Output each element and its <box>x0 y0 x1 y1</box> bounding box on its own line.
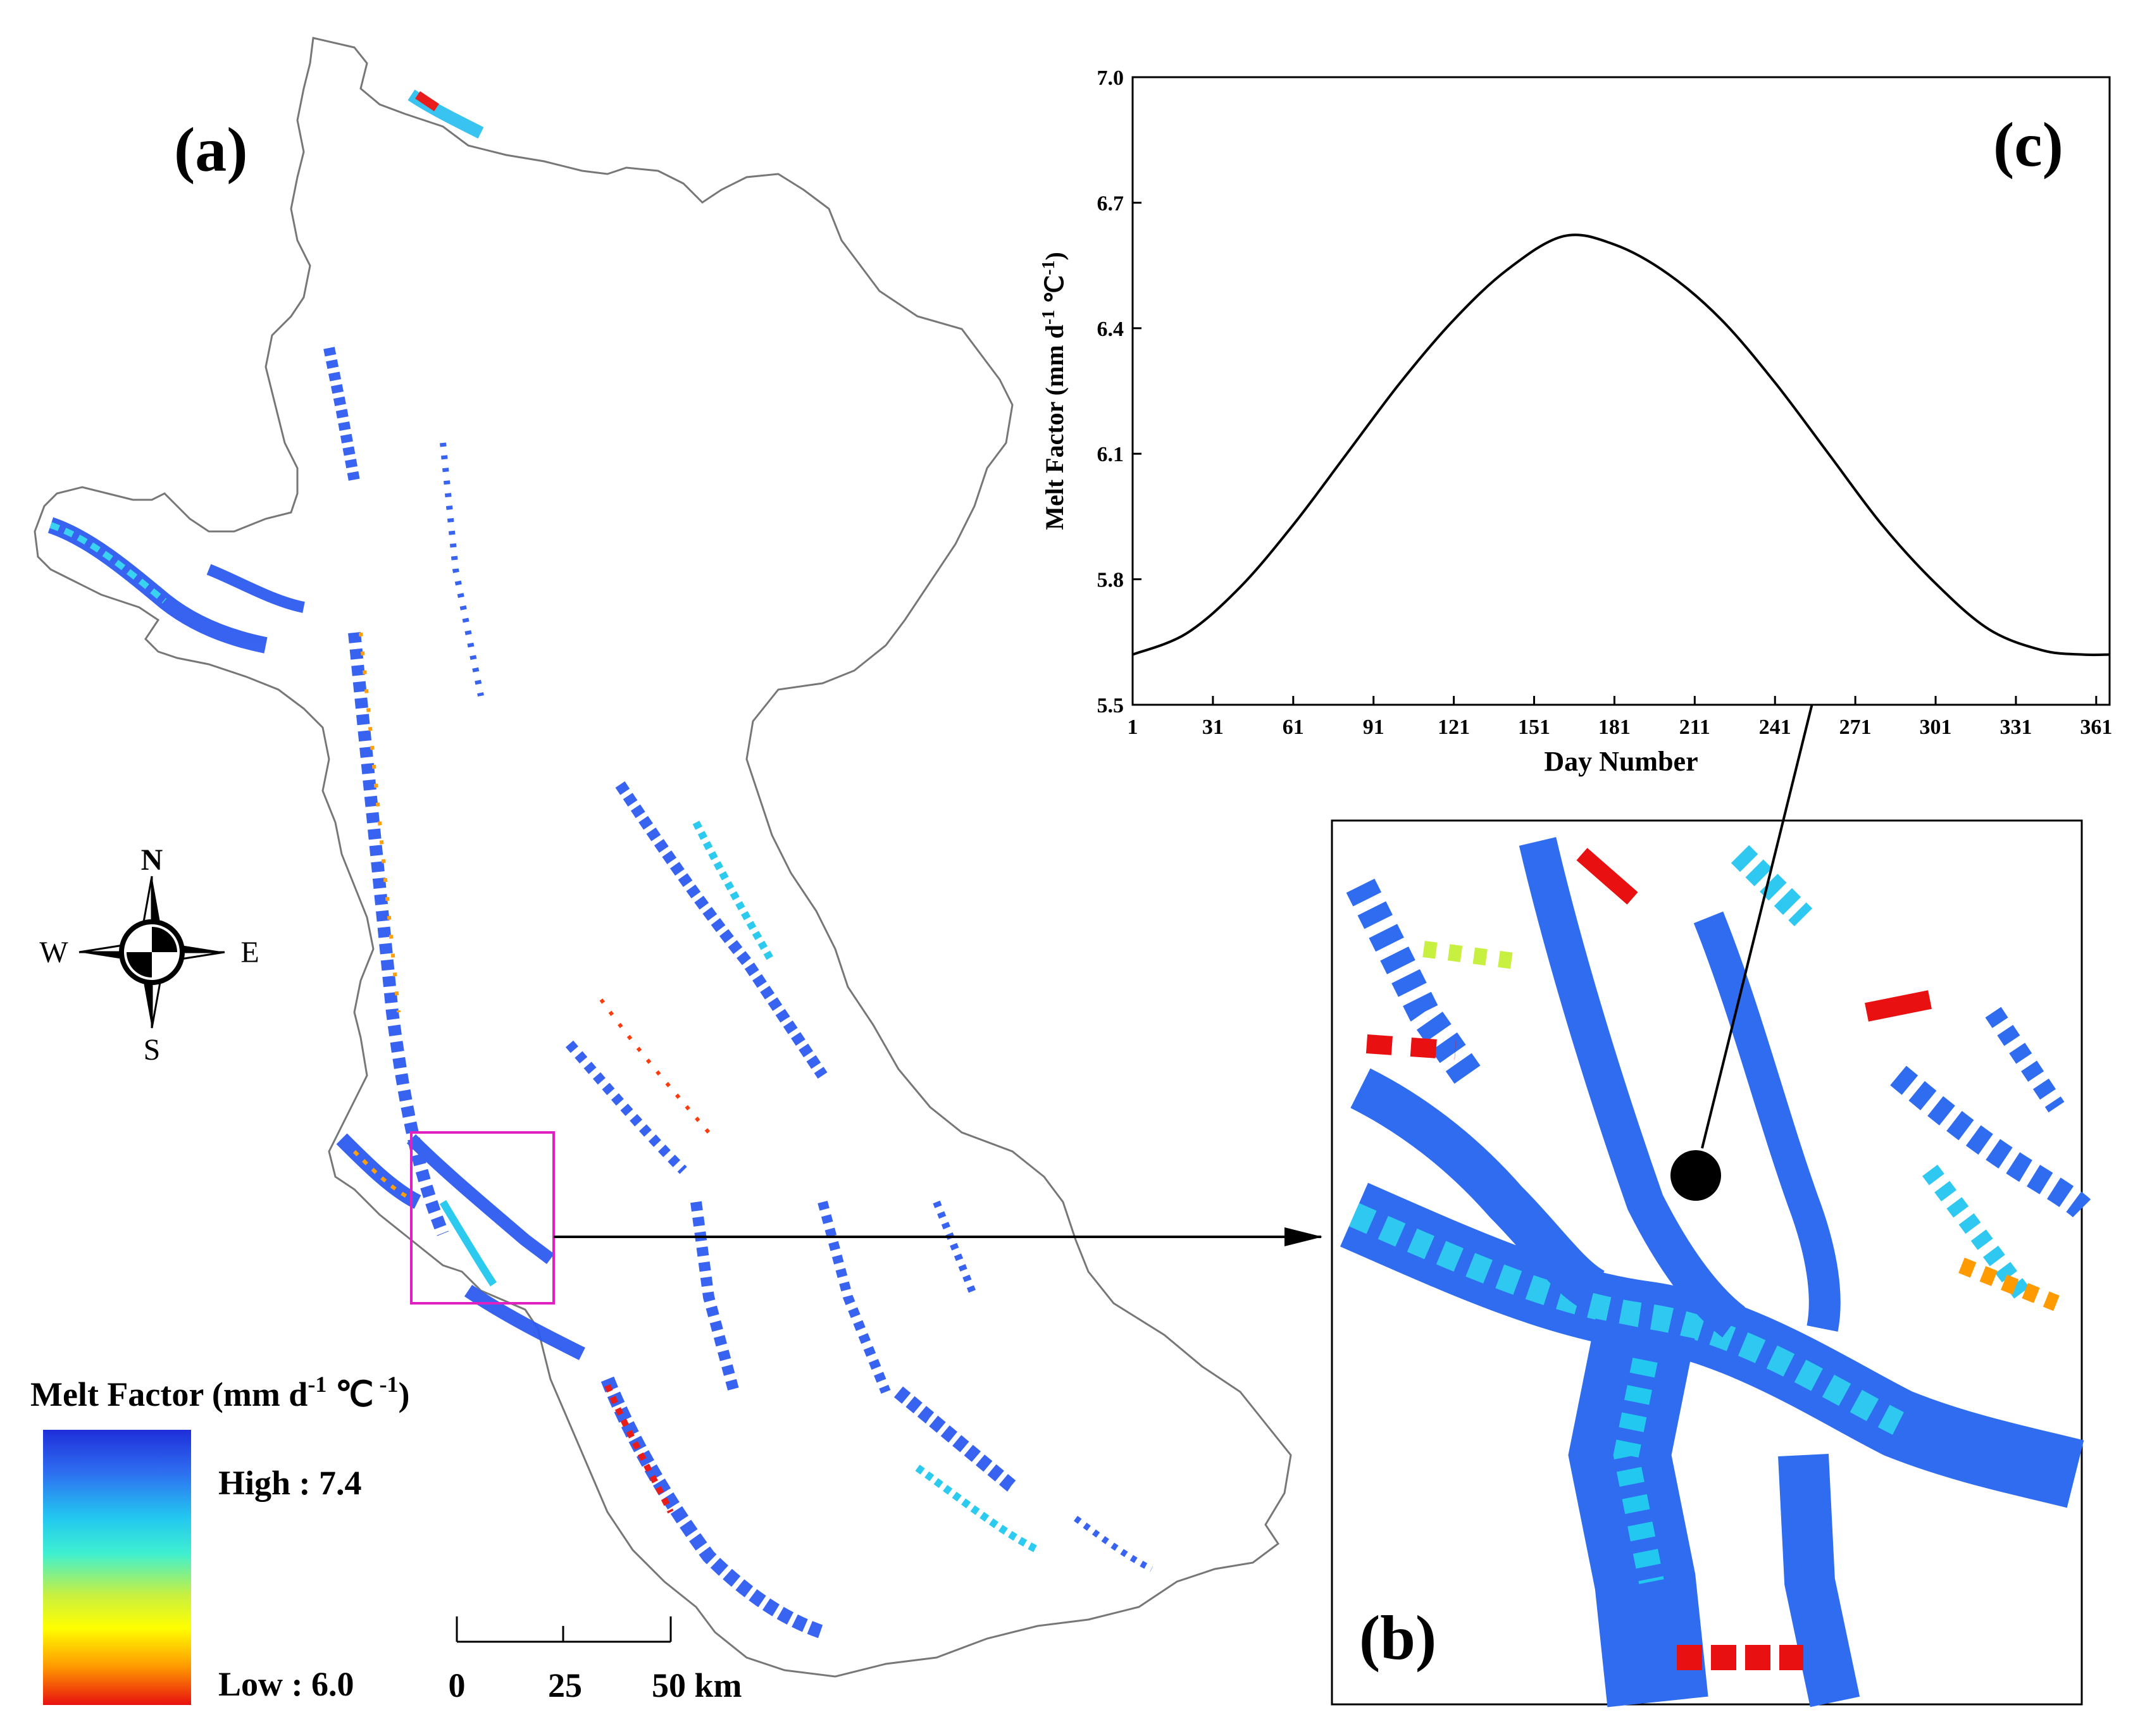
x-tick-label: 301 <box>1920 716 1952 739</box>
y-tick-label: 6.4 <box>1097 318 1124 341</box>
legend-high-label: High : 7.4 <box>218 1464 362 1502</box>
y-axis: 5.5 5.8 6.1 6.4 6.7 7.0 <box>1097 66 1141 717</box>
panel-a-label: (a) <box>174 115 248 185</box>
zoom-extent-box <box>410 1131 555 1305</box>
chart-plot-frame <box>1131 76 2111 706</box>
compass-south: S <box>144 1033 161 1067</box>
inset-panel: (b) <box>1331 495 2091 1708</box>
melt-factor-chart: 5.5 5.8 6.1 6.4 6.7 7.0 1 31 61 91 121 151 181 211 24… <box>1039 66 2112 777</box>
scale-tick-0: 0 <box>449 1666 466 1704</box>
scale-bar: 0 25 50 km <box>449 1616 742 1704</box>
x-tick-label: 121 <box>1438 716 1470 739</box>
x-tick-label: 331 <box>1999 716 2032 739</box>
x-tick-label: 31 <box>1202 716 1224 739</box>
scale-tick-50: 50 km <box>652 1666 742 1704</box>
y-tick-label: 5.8 <box>1097 569 1124 592</box>
panel-b-label: (b) <box>1359 1603 1436 1673</box>
glacier-patches <box>47 89 1154 1639</box>
compass-north: N <box>141 843 163 877</box>
x-tick-label: 271 <box>1839 716 1872 739</box>
inset-glaciers <box>1340 837 2091 1708</box>
compass-west: W <box>39 936 68 969</box>
panel-c-label: (c) <box>1993 109 2063 180</box>
legend-color-ramp <box>43 1430 191 1705</box>
y-tick-label: 7.0 <box>1097 66 1124 90</box>
legend-low-label: Low : 6.0 <box>218 1665 354 1703</box>
legend-title: Melt Factor (mm d-1 ℃ -1) <box>30 1372 409 1413</box>
inset-frame <box>1331 819 2083 1706</box>
legend: Melt Factor (mm d-1 ℃ -1) High : 7.4 Low… <box>30 1372 409 1705</box>
y-tick-label: 6.7 <box>1097 192 1124 215</box>
y-tick-label: 5.5 <box>1097 694 1124 717</box>
compass-east: E <box>240 936 259 969</box>
x-tick-label: 181 <box>1598 716 1631 739</box>
sample-point-marker <box>1670 1150 1721 1201</box>
x-tick-label: 361 <box>2080 716 2112 739</box>
x-tick-label: 151 <box>1518 716 1550 739</box>
melt-factor-series-line <box>1132 233 2110 657</box>
north-arrow-compass-icon: N S E W <box>39 843 259 1067</box>
x-tick-label: 211 <box>1679 716 1710 739</box>
x-tick-label: 61 <box>1283 716 1304 739</box>
y-tick-label: 6.1 <box>1097 443 1124 466</box>
map-panel: (a) N S E W Melt Factor (mm d-1 ℃ -1) <box>30 37 1322 1705</box>
scale-tick-25: 25 <box>548 1666 582 1704</box>
chart-x-axis-label: Day Number <box>1544 746 1698 777</box>
chart-y-axis-label: Melt Factor (mm d-1 ℃-1) <box>1039 252 1069 530</box>
x-axis: 1 31 61 91 121 151 181 211 241 271 301 331 361 <box>1128 696 2112 739</box>
x-tick-label: 241 <box>1759 716 1791 739</box>
x-tick-label: 1 <box>1128 716 1138 739</box>
x-tick-label: 91 <box>1363 716 1384 739</box>
